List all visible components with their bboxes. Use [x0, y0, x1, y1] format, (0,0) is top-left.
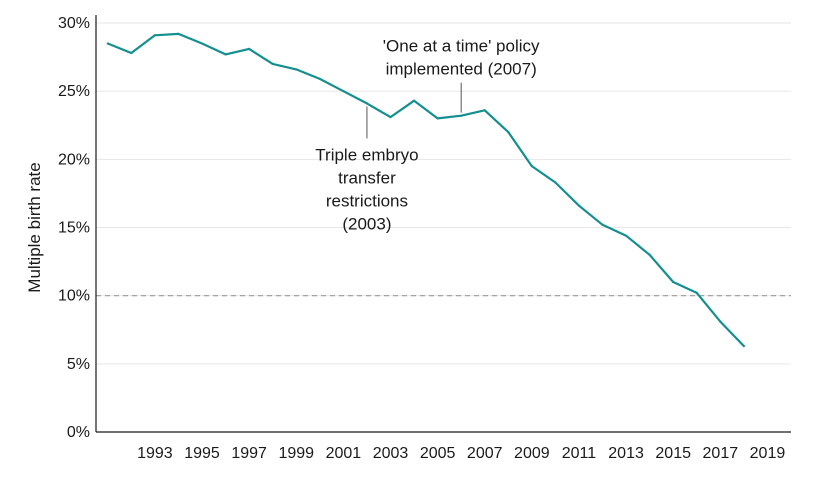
x-tick-label: 2003 — [373, 445, 409, 462]
data-point — [742, 345, 745, 348]
x-tick-label: 1993 — [137, 445, 173, 462]
data-point — [295, 68, 298, 71]
x-tick-label: 2001 — [326, 445, 362, 462]
data-point — [719, 320, 722, 323]
x-tick-label: 2019 — [750, 445, 786, 462]
data-point — [365, 102, 369, 105]
data-point — [577, 204, 581, 207]
annotation-text-line: Triple embryo — [315, 145, 418, 164]
y-tick-label: 15% — [58, 220, 90, 237]
data-point — [672, 280, 675, 284]
x-tick-label: 2007 — [467, 445, 503, 462]
x-tick-label: 2011 — [562, 445, 597, 462]
data-point — [436, 117, 439, 120]
annotation-text-line: (2003) — [342, 214, 391, 233]
gridlines — [96, 22, 791, 365]
series-line — [107, 32, 745, 347]
x-tick-label: 2009 — [514, 445, 550, 462]
data-point — [271, 62, 274, 65]
annotation-text-line: 'One at a time' policy — [383, 37, 540, 56]
annotations: Triple embryo transfer restrictions (2003) '… — [315, 37, 540, 234]
data-point — [200, 42, 204, 45]
data-point — [648, 253, 651, 256]
annotation-text-line: implemented (2007) — [386, 60, 537, 79]
data-point — [130, 51, 133, 55]
x-tick-label: 1995 — [184, 445, 220, 462]
data-point — [695, 291, 698, 295]
y-tick-label: 10% — [58, 288, 90, 305]
x-tick-label: 2005 — [420, 445, 456, 462]
data-point — [318, 77, 321, 80]
x-tick-label: 1999 — [278, 445, 314, 462]
data-point — [554, 181, 557, 184]
data-point — [224, 53, 227, 56]
data-point — [389, 115, 392, 119]
data-point — [177, 32, 180, 36]
data-point — [624, 234, 628, 237]
y-tick-label: 25% — [58, 83, 90, 100]
data-points — [106, 32, 745, 348]
data-point — [412, 99, 416, 102]
data-point — [601, 223, 604, 226]
y-tick-label: 20% — [58, 151, 90, 168]
data-point — [460, 114, 463, 117]
x-tick-labels: 1993 1995 1997 1999 2001 2003 2005 2007 2009 2011… — [137, 445, 785, 462]
y-tick-label: 5% — [67, 356, 90, 373]
y-tick-label: 0% — [67, 424, 90, 441]
data-point — [483, 109, 486, 112]
y-axis-label: Multiple birth rate — [25, 162, 44, 292]
x-tick-label: 2015 — [655, 445, 691, 462]
data-point — [248, 47, 251, 51]
data-point — [106, 42, 109, 45]
axes — [95, 15, 791, 433]
data-point — [153, 34, 156, 37]
data-point — [530, 165, 533, 168]
y-tick-labels: 0% 5% 10% 15% 20% 25% 30% — [58, 15, 90, 441]
x-tick-label: 2017 — [703, 445, 739, 462]
x-tick-label: 1997 — [231, 445, 267, 462]
annotation-text-line: restrictions — [326, 191, 408, 210]
data-point — [342, 90, 345, 93]
x-tick-label: 2013 — [608, 445, 644, 462]
annotation-text-line: transfer — [338, 168, 396, 187]
data-point — [507, 130, 510, 134]
y-tick-label: 30% — [58, 15, 90, 32]
